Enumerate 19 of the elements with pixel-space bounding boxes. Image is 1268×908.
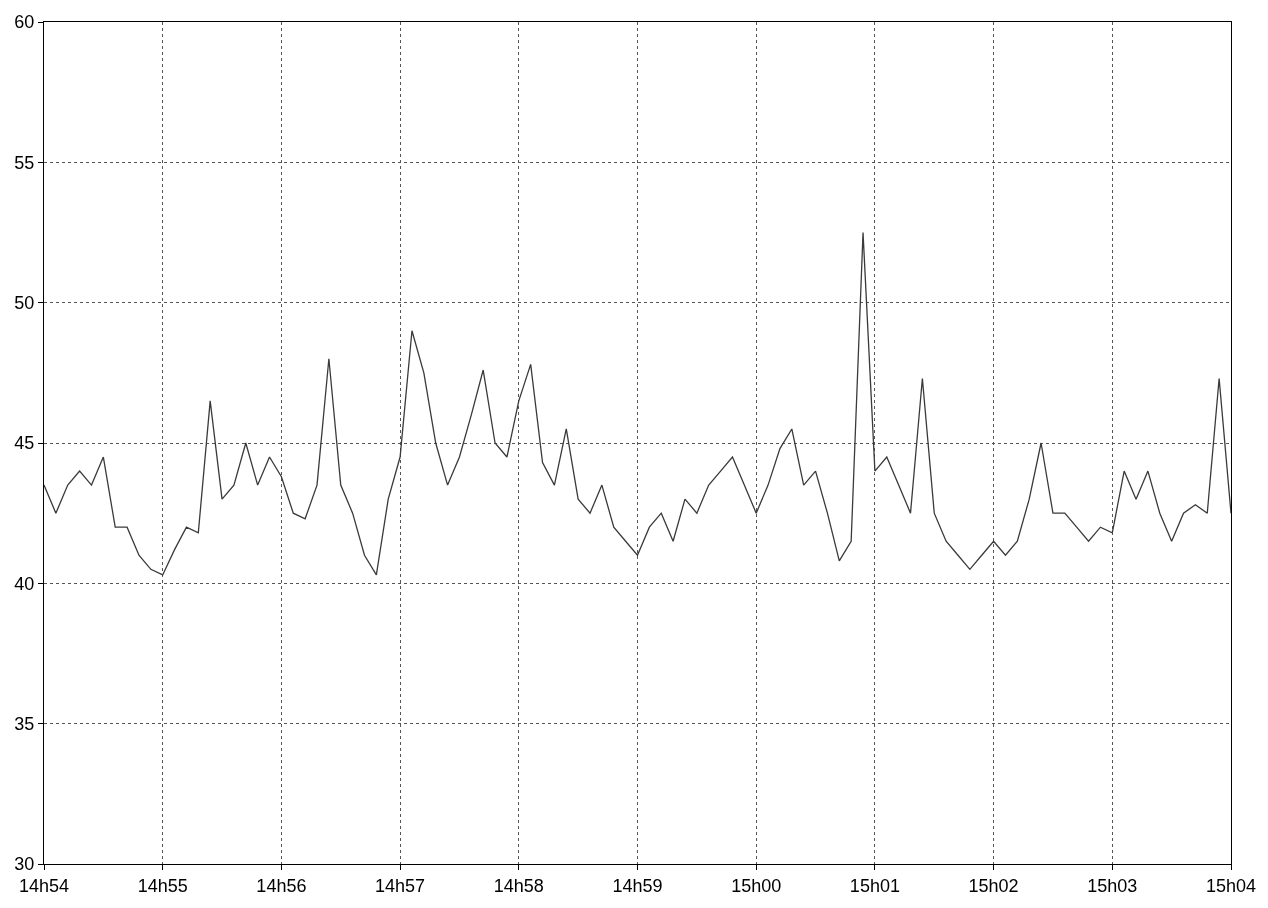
y-tick-label: 30	[14, 854, 35, 875]
x-tick-label: 14h57	[375, 875, 426, 896]
x-tick-label: 14h59	[612, 875, 663, 896]
x-tick-label: 14h56	[256, 875, 307, 896]
y-tick-label: 60	[14, 12, 35, 33]
y-tick-label: 55	[14, 152, 35, 173]
x-tick-label: 15h00	[731, 875, 782, 896]
y-tick-label: 45	[14, 433, 35, 454]
y-tick-label: 50	[14, 292, 35, 313]
y-tick-label: 35	[14, 713, 35, 734]
x-tick-label: 14h54	[18, 875, 70, 896]
x-tick-label: 14h58	[493, 875, 544, 896]
x-tick-label: 15h04	[1205, 875, 1257, 896]
x-tick-label: 14h55	[137, 875, 188, 896]
line-series	[44, 231, 1231, 576]
x-tick-label: 15h02	[968, 875, 1019, 896]
x-tick-label: 15h01	[849, 875, 900, 896]
y-tick-label: 40	[14, 573, 35, 594]
x-tick-label: 15h03	[1087, 875, 1138, 896]
